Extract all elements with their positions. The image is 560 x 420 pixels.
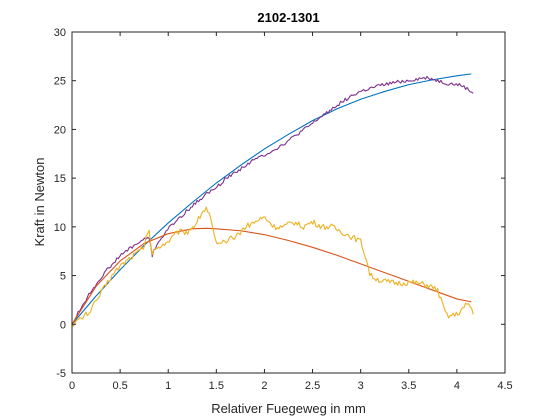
x-tick-label: 4 (454, 380, 460, 392)
x-tick-label: 2 (261, 380, 267, 392)
x-tick-label: 4.5 (497, 380, 512, 392)
x-tick-label: 3.5 (401, 380, 416, 392)
series-line-2 (71, 75, 474, 325)
x-tick-label: 1 (165, 380, 171, 392)
y-tick-label: 10 (54, 222, 66, 234)
plot-area (72, 32, 505, 373)
y-tick-label: 20 (54, 124, 66, 136)
series-line-4 (71, 206, 474, 327)
y-tick-label: 15 (54, 173, 66, 185)
axes-layer (71, 31, 506, 374)
x-axis-ticks: 0 0.5 1 1.5 2 2.5 3 3.5 4 4.5 (69, 32, 513, 392)
y-tick-label: -5 (56, 368, 66, 380)
y-tick-label: 5 (60, 271, 66, 283)
x-tick-label: 2.5 (305, 380, 320, 392)
x-tick-label: 0 (69, 380, 75, 392)
series-layer (71, 73, 474, 327)
axes-box (71, 31, 506, 374)
x-tick-label: 1.5 (209, 380, 224, 392)
y-axis-ticks: -5 0 5 10 15 20 25 30 (54, 27, 505, 380)
y-axis-label: Kraft in Newton (32, 158, 47, 247)
x-tick-label: 0.5 (112, 380, 127, 392)
x-tick-label: 3 (358, 380, 364, 392)
chart-title: 2102-1301 (257, 10, 319, 25)
y-tick-label: 30 (54, 27, 66, 39)
y-tick-label: 0 (60, 319, 66, 331)
y-tick-label: 25 (54, 76, 66, 88)
x-axis-label: Relativer Fuegeweg in mm (211, 401, 366, 416)
